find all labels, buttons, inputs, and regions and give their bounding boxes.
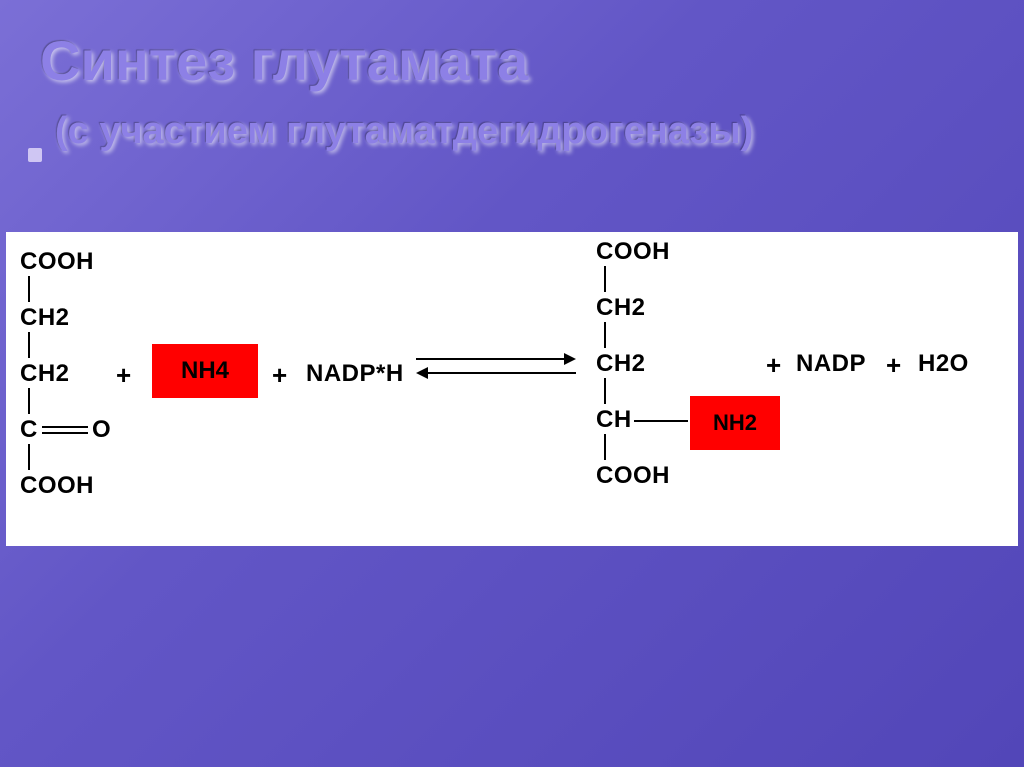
- nh2-label: NH2: [713, 410, 757, 436]
- bond-v: [604, 266, 606, 292]
- reactant-group-0: COOH: [20, 248, 94, 276]
- equilibrium-arrow: [416, 350, 576, 382]
- bullet-icon: [28, 148, 42, 162]
- nh4-label: NH4: [181, 357, 229, 385]
- reactant-group-2: CH2: [20, 360, 70, 388]
- slide-subtitle: (с участием глутаматдегидрогеназы): [55, 110, 753, 153]
- plus-2: +: [272, 360, 287, 391]
- bond-v: [28, 444, 30, 470]
- slide-title: Синтез глутамата: [40, 28, 528, 93]
- bond-v: [28, 332, 30, 358]
- reactant-group-1: CH2: [20, 304, 70, 332]
- product-group-1: CH2: [596, 294, 646, 322]
- product-group-4: COOH: [596, 462, 670, 490]
- product-group-2: CH2: [596, 350, 646, 378]
- bond-v: [604, 378, 606, 404]
- reaction-panel: COOH CH2 CH2 C O COOH + NH4 + NADP*H COO…: [6, 232, 1018, 546]
- bond-v: [28, 388, 30, 414]
- bond-h: [42, 432, 88, 434]
- nadp-label: NADP: [796, 350, 866, 378]
- reactant-group-4: COOH: [20, 472, 94, 500]
- nadph-label: NADP*H: [306, 360, 404, 388]
- nh4-highlight: NH4: [152, 344, 258, 398]
- bond-v: [604, 322, 606, 348]
- reactant-keto-o: O: [92, 416, 111, 444]
- plus-1: +: [116, 360, 131, 391]
- h2o-label: H2O: [918, 350, 969, 378]
- reactant-group-3: C: [20, 416, 38, 444]
- plus-3: +: [766, 350, 781, 381]
- nh2-highlight: NH2: [690, 396, 780, 450]
- bond-h: [634, 420, 688, 422]
- bond-h: [42, 426, 88, 428]
- bond-v: [28, 276, 30, 302]
- plus-4: +: [886, 350, 901, 381]
- product-group-3: CH: [596, 406, 632, 434]
- slide: Синтез глутамата (с участием глутаматдег…: [0, 0, 1024, 767]
- product-group-0: COOH: [596, 238, 670, 266]
- bond-v: [604, 434, 606, 460]
